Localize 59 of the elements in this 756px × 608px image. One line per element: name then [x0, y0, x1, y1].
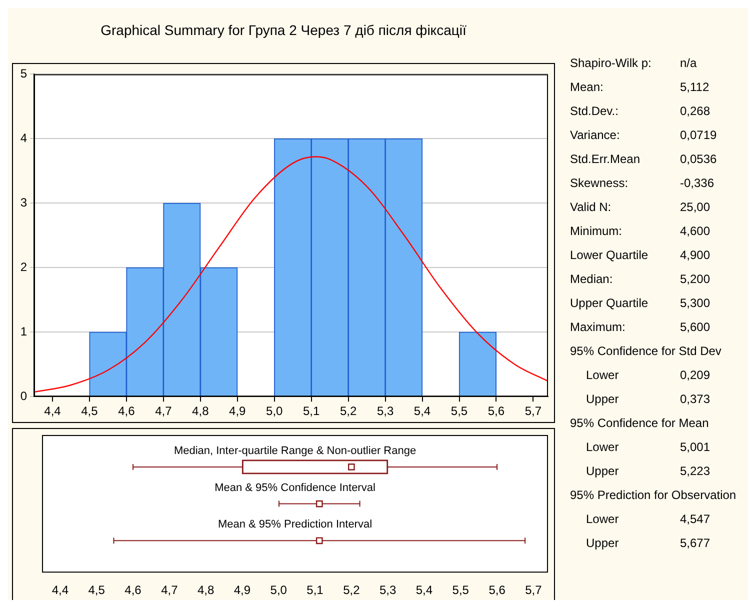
x-tick-label: 5,0: [270, 583, 288, 598]
x-tick-label: 4,9: [229, 404, 246, 418]
x-tick-label: 5,5: [450, 404, 468, 418]
text: Median: 5,200: [570, 272, 710, 286]
text: 95% Prediction for Observation: [570, 488, 736, 504]
x-tick-label: 5,4: [416, 583, 433, 598]
text: Upper 5,677: [586, 536, 710, 550]
x-tick-label: 4,5: [81, 404, 98, 418]
x-tick-label: 4,4: [52, 583, 69, 598]
y-tick-label: 5: [20, 66, 28, 81]
x-tick-label: 5,4: [414, 404, 431, 418]
y-tick-label: 4: [20, 130, 28, 145]
text: Minimum: 4,600: [570, 224, 710, 238]
text: 95% Confidence for Mean: [570, 416, 710, 432]
text: Std.Err.Mean 0,0536: [570, 152, 717, 166]
x-tick-label: 5,7: [524, 404, 542, 418]
y-tick-label: Mean & 95% Prediction Interval: [218, 518, 372, 531]
text: Shapiro-Wilk p: n/a: [570, 56, 697, 70]
x-tick-label: 4,8: [197, 583, 214, 598]
x-tick-label: 4,5: [88, 583, 106, 598]
y-tick-label: 1: [20, 324, 28, 338]
x-tick-label: 5,1: [302, 404, 320, 418]
x-tick-label: 5,3: [376, 404, 394, 418]
chart-title: Graphical Summary for Група 2 Через 7 діб після фіксації: [100, 22, 468, 38]
x-tick-label: 4,6: [118, 404, 136, 418]
text: Valid N: 25,00: [570, 200, 710, 214]
x-tick-label: 5,7: [525, 583, 542, 598]
text: Maximum: 5,600: [570, 320, 710, 334]
text: Mean: 5,112: [570, 80, 710, 94]
x-tick-label: 4,6: [124, 583, 142, 598]
y-tick-label: Mean & 95% Confidence Interval: [214, 482, 376, 494]
x-tick-label: 5,0: [266, 404, 284, 418]
text: Lower 4,547: [586, 512, 710, 526]
x-tick-label: 5,5: [452, 583, 470, 598]
text: Variance: 0,0719: [570, 128, 717, 142]
text: 95% Confidence for Std Dev: [570, 344, 722, 360]
x-tick-label: 5,6: [488, 404, 505, 418]
x-tick-label: 5,1: [306, 583, 324, 598]
x-tick-label: 5,6: [488, 583, 506, 598]
text: Upper 0,373: [586, 392, 710, 406]
y-tick-label: 2: [20, 260, 28, 274]
x-tick-label: 5,2: [340, 404, 357, 418]
text: Lower 5,001: [586, 440, 710, 454]
text: Upper Quartile 5,300: [570, 296, 710, 310]
text: Lower 0,209: [586, 368, 710, 382]
x-tick-label: 5,2: [343, 583, 360, 598]
text: Lower Quartile 4,900: [570, 248, 710, 262]
text: Std.Dev.: 0,268: [570, 104, 710, 118]
y-tick-label: 0: [20, 388, 28, 403]
x-tick-label: 4,8: [192, 404, 210, 418]
y-tick-label: 3: [20, 195, 28, 210]
text: Skewness: -0,336: [570, 176, 714, 190]
y-tick-label: Median, Inter-quartile Range & Non-outlier Range: [174, 444, 416, 457]
x-tick-label: 5,3: [379, 583, 396, 598]
text: Upper 5,223: [586, 464, 710, 478]
x-tick-label: 4,9: [234, 583, 251, 598]
x-tick-label: 4,7: [161, 583, 178, 598]
x-tick-label: 4,7: [155, 404, 172, 418]
x-tick-label: 4,4: [44, 404, 62, 418]
